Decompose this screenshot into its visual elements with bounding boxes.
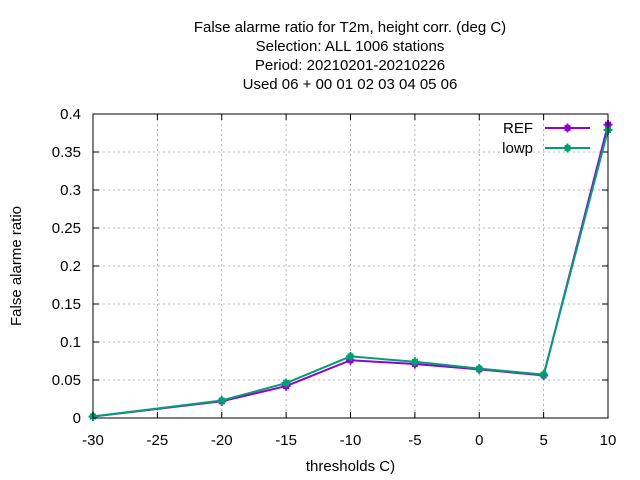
x-axis-label: thresholds C) [306, 458, 395, 475]
legend-marker-ref [563, 123, 572, 133]
y-tick-label: 0.35 [52, 144, 81, 161]
grid-lines [93, 114, 608, 418]
y-axis-ticks: 0 0.05 0.1 0.15 0.2 0.25 0.3 0.35 0.4 [52, 106, 608, 427]
plot-frame [92, 113, 609, 419]
y-tick-label: 0.15 [52, 296, 81, 313]
y-tick-label: 0 [73, 410, 81, 427]
data-point-lowp [217, 396, 227, 406]
x-tick-label: 0 [475, 432, 483, 449]
data-point-lowp [474, 364, 484, 374]
legend: REF lowp [502, 120, 590, 157]
y-tick-label: 0.4 [60, 106, 81, 123]
title-line-3: Period: 20210201-20210226 [255, 57, 445, 74]
y-tick-label: 0.05 [52, 372, 81, 389]
data-point-lowp [281, 378, 291, 388]
title-line-1: False alarme ratio for T2m, height corr.… [194, 19, 506, 36]
y-tick-label: 0.2 [60, 258, 81, 275]
y-tick-label: 0.3 [60, 182, 81, 199]
title-line-2: Selection: ALL 1006 stations [256, 38, 445, 55]
x-tick-label: -5 [408, 432, 421, 449]
series-line-lowp [92, 129, 609, 418]
x-tick-label: -25 [147, 432, 169, 449]
x-tick-label: -10 [340, 432, 362, 449]
y-tick-label: 0.1 [60, 334, 81, 351]
data-point-lowp [346, 351, 355, 361]
x-tick-label: 5 [539, 432, 547, 449]
legend-marker-lowp [563, 143, 572, 153]
y-tick-label: 0.25 [52, 220, 81, 237]
x-tick-label: -15 [275, 432, 297, 449]
x-tick-label: -20 [211, 432, 233, 449]
chart-title: False alarme ratio for T2m, height corr.… [194, 19, 506, 93]
x-tick-label: 10 [600, 432, 617, 449]
data-point-lowp [539, 370, 549, 380]
legend-label-ref: REF [503, 120, 533, 137]
data-point-lowp [410, 357, 420, 367]
x-axis-ticks: -30 -25 -20 -15 -10 -5 0 5 10 [82, 114, 616, 449]
title-line-4: Used 06 + 00 01 02 03 04 05 06 [243, 76, 458, 93]
x-tick-label: -30 [82, 432, 104, 449]
y-axis-label: False alarme ratio [8, 206, 25, 326]
legend-label-lowp: lowp [502, 140, 533, 157]
